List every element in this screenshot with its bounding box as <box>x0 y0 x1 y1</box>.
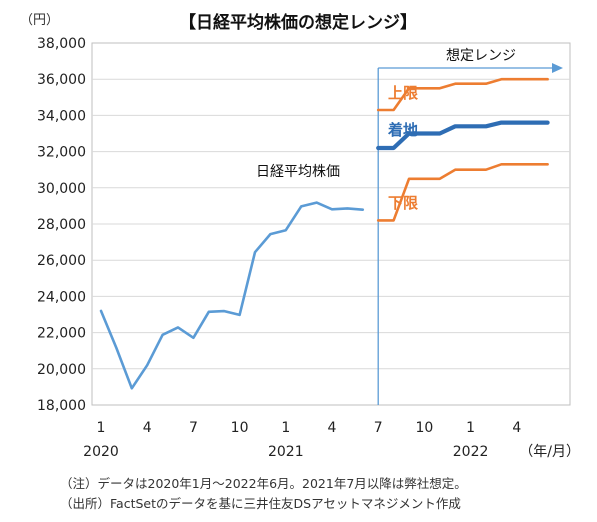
x-tick-label: 1 <box>97 420 106 436</box>
forecast-label: 想定レンジ <box>446 48 516 64</box>
year-label: 2020 <box>83 444 119 460</box>
x-tick-label: 1 <box>466 420 475 436</box>
y-tick-label: 34,000 <box>37 108 86 124</box>
x-tick-label: 4 <box>512 420 521 436</box>
nikkei-line <box>99 201 365 390</box>
landing-line <box>376 120 550 151</box>
x-tick-label: 1 <box>281 420 290 436</box>
footnote-note: （注）データは2020年1月～2022年6月。2021年7月以降は弊社想定。 <box>60 476 467 491</box>
landing-label: 着地 <box>387 121 418 139</box>
footnote-source: （出所）FactSetのデータを基に三井住友DSアセットマネジメント作成 <box>60 496 461 511</box>
forecast-arrowhead <box>552 63 563 73</box>
gridlines <box>92 78 570 370</box>
lower-bound-label: 下限 <box>388 194 418 212</box>
y-tick-label: 30,000 <box>37 181 86 197</box>
nikkei-label: 日経平均株価 <box>256 164 340 180</box>
y-unit-label: （円） <box>20 13 59 28</box>
x-tick-label: 7 <box>374 420 383 436</box>
series-lines <box>99 77 550 390</box>
y-tick-label: 24,000 <box>37 289 86 305</box>
y-tick-label: 28,000 <box>37 217 86 233</box>
y-tick-label: 38,000 <box>37 36 86 52</box>
y-tick-label: 32,000 <box>37 145 86 161</box>
upper-bound-line <box>376 77 549 112</box>
x-tick-label: 4 <box>143 420 152 436</box>
upper-bound-label: 上限 <box>388 84 418 102</box>
forecast-marker: 想定レンジ <box>377 48 563 405</box>
y-tick-label: 18,000 <box>37 398 86 414</box>
chart-title: 【日経平均株価の想定レンジ】 <box>179 12 417 33</box>
x-unit-label: （年/月） <box>519 444 580 460</box>
y-tick-label: 26,000 <box>37 253 86 269</box>
y-axis: 18,000 20,000 22,000 24,000 26,000 28,000 30,0… <box>37 36 86 414</box>
y-tick-label: 22,000 <box>37 326 86 342</box>
x-tick-label: 10 <box>415 420 433 436</box>
lower-bound-line <box>376 163 549 222</box>
x-tick-label: 7 <box>189 420 198 436</box>
y-tick-label: 20,000 <box>37 362 86 378</box>
year-label: 2021 <box>268 444 304 460</box>
y-tick-label: 36,000 <box>37 72 86 88</box>
chart: 【日経平均株価の想定レンジ】 （円） 18,000 20,000 22,000 24,… <box>20 12 580 460</box>
year-label: 2022 <box>453 444 489 460</box>
x-tick-label: 10 <box>231 420 249 436</box>
x-axis: 1 4 7 10 1 4 7 10 1 4 2020 2021 2022 （年/月） <box>83 420 580 460</box>
x-tick-label: 4 <box>328 420 337 436</box>
